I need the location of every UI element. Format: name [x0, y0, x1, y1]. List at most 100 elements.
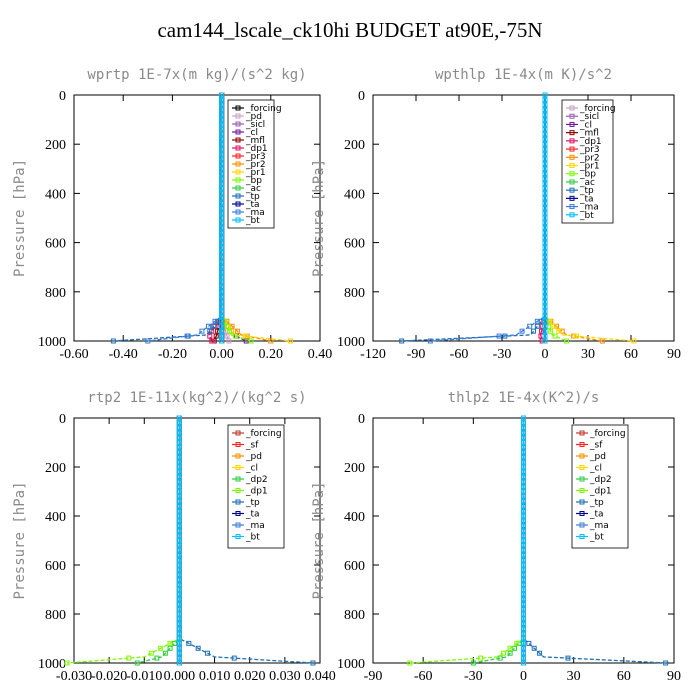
y-tick-label: 800: [344, 608, 365, 623]
series-point: [551, 323, 557, 329]
series-point: [521, 498, 526, 504]
y-tick-label: 1000: [38, 335, 66, 350]
series-point: [219, 190, 225, 196]
legend-label: _bp: [245, 176, 262, 186]
series-point: [219, 97, 225, 103]
series-point: [521, 567, 526, 573]
series-point: [542, 328, 548, 334]
series-point: [176, 435, 182, 441]
legend-label: _mfl: [579, 129, 599, 139]
x-tick-label: 0.00: [209, 347, 234, 362]
series-point: [521, 660, 526, 666]
series-point: [521, 469, 526, 475]
series-point: [126, 655, 132, 661]
series-tp: [399, 92, 548, 344]
series-point: [565, 655, 571, 661]
series-point: [542, 107, 548, 113]
legend-marker: [235, 209, 241, 215]
series-point: [542, 308, 548, 314]
series-point: [219, 166, 225, 172]
series-point: [542, 225, 548, 231]
series-point: [176, 650, 182, 656]
series-point: [219, 112, 225, 118]
series-point: [176, 606, 182, 612]
legend-marker: [235, 476, 241, 482]
y-tick-label: 600: [45, 559, 66, 574]
y-tick-label: 400: [344, 187, 365, 202]
series-point: [542, 161, 548, 167]
series-point: [219, 279, 225, 285]
series-point: [176, 489, 182, 494]
x-tick-label: 0.40: [308, 347, 333, 362]
series-point: [176, 415, 182, 421]
series-point: [207, 328, 213, 334]
legend-label: _forcing: [245, 429, 282, 439]
series-point: [219, 141, 225, 147]
series-point: [176, 503, 182, 509]
series-point: [219, 299, 225, 305]
series-point: [176, 479, 182, 485]
legend-marker: [235, 145, 241, 151]
legend-marker: [579, 442, 585, 447]
series-point: [521, 616, 526, 622]
series-point: [219, 318, 225, 324]
series-point: [521, 513, 526, 519]
legend-label: _pr2: [245, 160, 266, 170]
series-point: [542, 284, 548, 290]
series-point: [556, 328, 562, 334]
series-point: [176, 484, 182, 490]
series-point: [176, 611, 182, 617]
series-point: [537, 650, 543, 656]
series-point: [521, 493, 526, 499]
legend: _forcing_pd_sicl_cl_mfl_dp1_pr3_pr2_pr1_…: [227, 99, 282, 229]
series-point: [110, 338, 116, 344]
series-point: [542, 249, 548, 255]
series-point: [176, 508, 182, 514]
legend-label: _tp: [589, 498, 604, 508]
series-bt: [542, 92, 548, 344]
legend-marker: [579, 453, 585, 459]
legend-label: _sf: [245, 441, 259, 451]
series-point: [521, 587, 526, 592]
series-point: [176, 596, 182, 602]
series-point: [219, 264, 225, 270]
legend-label: _sf: [589, 441, 603, 451]
series-line: [522, 418, 666, 664]
legend-label: _ac: [579, 178, 595, 188]
legend-marker: [235, 499, 241, 505]
legend-label: _cl: [579, 120, 592, 130]
y-axis-label: Pressure [hPa]: [311, 159, 327, 277]
panel-title: thlp2 1E-4x(K^2)/s: [448, 390, 600, 406]
series-point: [542, 210, 548, 216]
series-point: [219, 338, 225, 344]
series-point: [507, 645, 513, 651]
y-tick-label: 800: [344, 286, 365, 301]
series-point: [219, 102, 225, 108]
series-point: [219, 200, 225, 206]
series-point: [542, 131, 548, 137]
plot-frame: [73, 417, 321, 664]
panel-title: wpthlp 1E-4x(m K)/s^2: [435, 67, 612, 83]
series-dp2: [470, 415, 526, 666]
legend-marker: [235, 105, 241, 111]
legend-label: _pr1: [579, 162, 600, 172]
x-tick-label: 0.20: [259, 347, 284, 362]
legend-label: _dp2: [245, 475, 268, 485]
series-point: [521, 489, 526, 494]
series-point: [176, 645, 182, 651]
series-point: [542, 122, 548, 128]
series-point: [219, 131, 225, 137]
series-point: [219, 151, 225, 157]
series-point: [219, 249, 225, 255]
series-line: [220, 95, 230, 342]
series-point: [176, 636, 182, 641]
series-point: [521, 606, 526, 612]
series-line: [401, 95, 546, 342]
series-point: [542, 254, 548, 260]
series-point: [219, 210, 225, 216]
series-point: [521, 518, 526, 524]
series-dp1: [64, 415, 182, 666]
x-tick-label: 0.000: [164, 669, 196, 684]
series-point: [542, 151, 548, 157]
series-point: [134, 660, 140, 666]
